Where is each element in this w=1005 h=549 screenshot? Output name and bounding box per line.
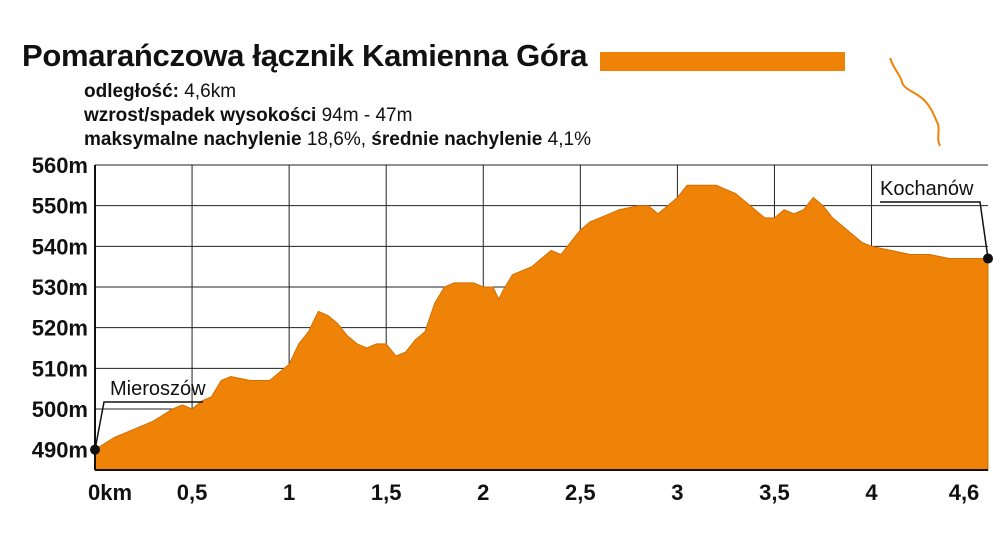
axes — [94, 165, 988, 471]
stat-elevation: wzrost/spadek wysokości 94m - 47m — [84, 105, 412, 127]
stat-max-slope-value: 18,6%, — [301, 129, 372, 150]
y-tick-label: 490m — [32, 438, 88, 463]
x-tick-label: 1,5 — [371, 480, 402, 505]
y-tick-label: 530m — [32, 275, 88, 300]
x-tick-label: 0,5 — [177, 480, 208, 505]
stat-max-slope-label: maksymalne nachylenie — [84, 129, 302, 150]
y-tick-label: 500m — [32, 397, 88, 422]
x-tick-labels: 0km 0,5 1 1,5 2 2,5 3 3,5 4 4,6 — [88, 480, 979, 505]
x-tick-label: 1 — [283, 480, 295, 505]
x-tick-label: 3 — [671, 480, 683, 505]
y-tick-label: 520m — [32, 316, 88, 341]
stat-elevation-value: 94m - 47m — [316, 105, 413, 126]
elevation-area — [94, 184, 989, 471]
route-color-swatch — [600, 52, 845, 71]
y-tick-label: 560m — [32, 153, 88, 178]
y-tick-labels: 490m 500m 510m 520m 530m 540m 550m 560m — [32, 153, 88, 463]
x-tick-label: 0km — [88, 480, 132, 505]
stat-slope: maksymalne nachylenie 18,6%, średnie nac… — [84, 129, 591, 151]
x-tick-label: 4 — [865, 480, 878, 505]
stat-distance-value: 4,6km — [179, 81, 237, 102]
stat-avg-slope-label: średnie nachylenie — [371, 129, 543, 150]
y-tick-label: 510m — [32, 356, 88, 381]
x-tick-label: 4,6 — [949, 480, 980, 505]
chart-title: Pomarańczowa łącznik Kamienna Góra — [22, 38, 588, 73]
start-leader-line — [94, 401, 203, 450]
annotations: Mieroszów Kochanów — [90, 178, 993, 455]
stat-distance-label: odległość: — [84, 81, 180, 102]
stat-avg-slope-value: 4,1% — [542, 129, 591, 150]
end-label: Kochanów — [880, 178, 974, 200]
stat-distance: odległość: 4,6km — [84, 81, 236, 103]
x-tick-label: 2,5 — [565, 480, 596, 505]
x-tick-label: 3,5 — [759, 480, 790, 505]
stat-elevation-label: wzrost/spadek wysokości — [84, 105, 317, 126]
end-leader-line — [880, 201, 989, 259]
y-tick-label: 550m — [32, 194, 88, 219]
start-label: Mieroszów — [110, 378, 206, 400]
y-tick-label: 540m — [32, 234, 88, 259]
route-map-thumbnail — [889, 57, 941, 147]
x-tick-label: 2 — [477, 480, 489, 505]
